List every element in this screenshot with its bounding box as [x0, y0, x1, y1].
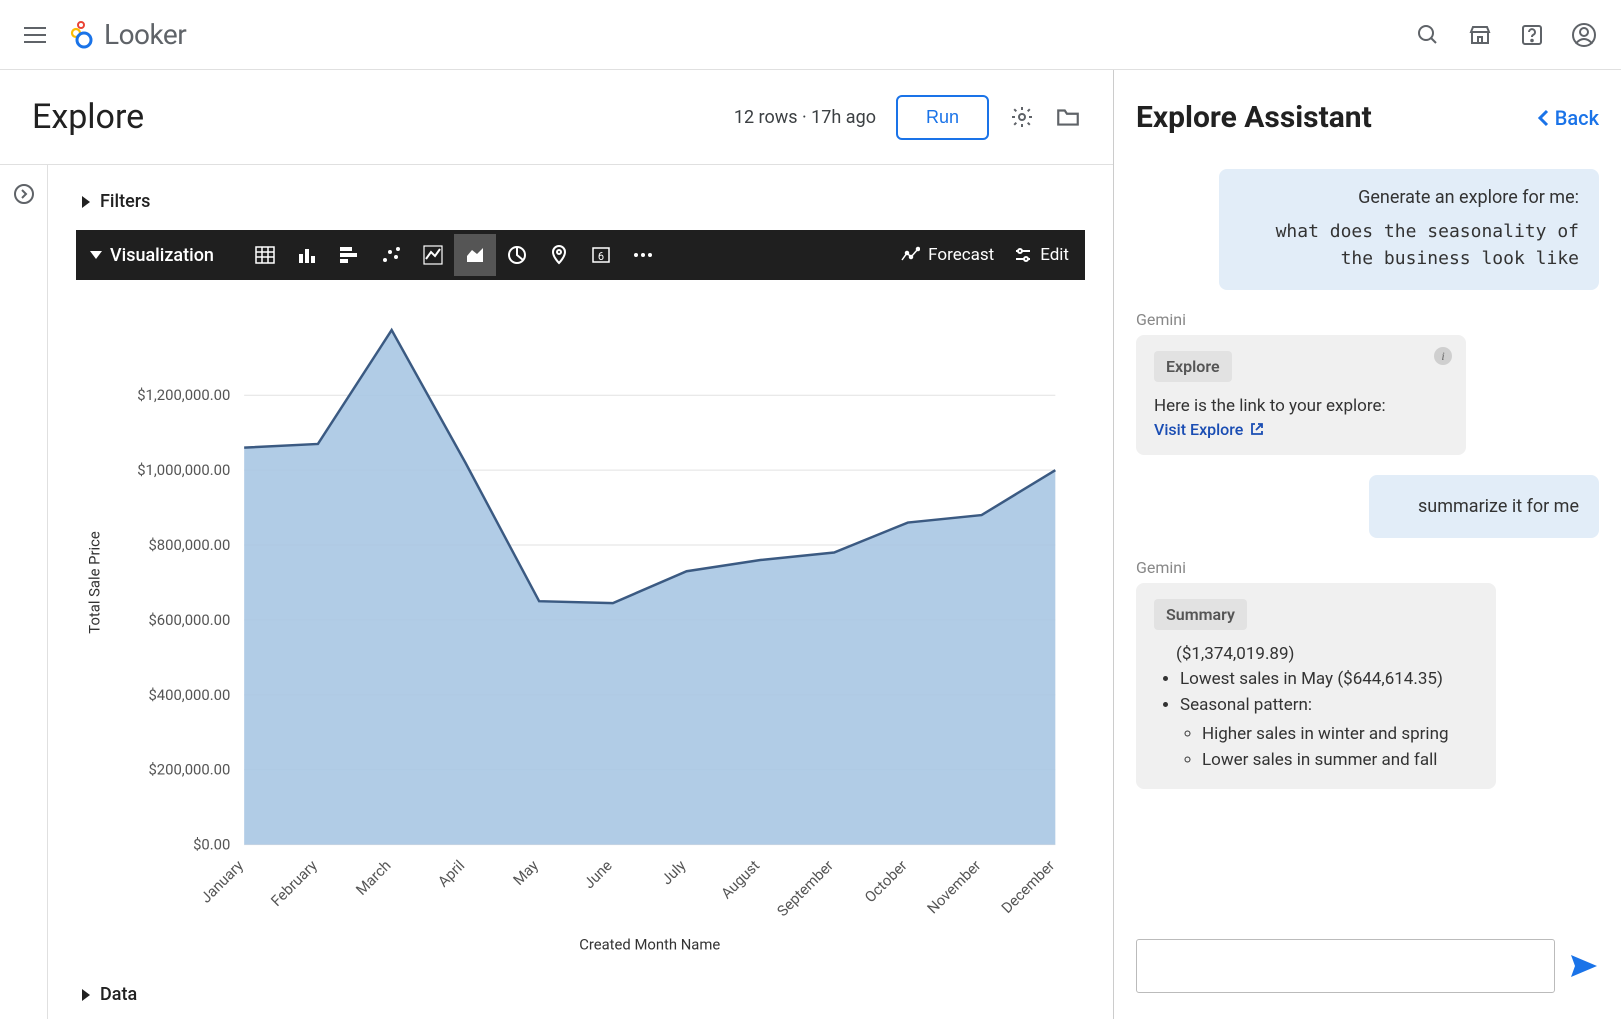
viz-line-icon[interactable] [412, 234, 454, 276]
expand-icon[interactable] [13, 183, 35, 1019]
visualization-label: Visualization [110, 245, 214, 266]
marketplace-icon[interactable] [1467, 22, 1493, 48]
send-button[interactable] [1569, 953, 1599, 979]
assistant-title: Explore Assistant [1136, 100, 1372, 135]
svg-text:6: 6 [598, 250, 604, 263]
chevron-left-icon [1537, 109, 1551, 127]
agent-name: Gemini [1136, 310, 1599, 329]
viz-scatter-icon[interactable] [370, 234, 412, 276]
viz-more-icon[interactable] [622, 234, 664, 276]
back-label: Back [1555, 106, 1599, 130]
data-panel-header[interactable]: Data [76, 974, 1085, 1019]
viz-single-value-icon[interactable]: 6 [580, 234, 622, 276]
summary-chip: Summary [1154, 599, 1247, 630]
viz-column-icon[interactable] [286, 234, 328, 276]
summary-item: Seasonal pattern: Higher sales in winter… [1180, 693, 1478, 774]
menu-icon[interactable] [24, 23, 48, 47]
forecast-button[interactable]: Forecast [900, 245, 994, 265]
explore-header: Explore 12 rows · 17h ago Run [0, 70, 1113, 165]
user-msg-body: what does the seasonality of the busines… [1239, 218, 1579, 272]
summary-subitem: Higher sales in winter and spring [1202, 722, 1478, 748]
svg-text:$1,200,000.00: $1,200,000.00 [137, 386, 230, 404]
svg-text:$600,000.00: $600,000.00 [148, 611, 230, 629]
svg-text:$0.00: $0.00 [193, 836, 230, 854]
svg-text:January: January [197, 856, 247, 906]
forecast-icon [900, 245, 920, 265]
agent-name: Gemini [1136, 558, 1599, 577]
agent-message: i Explore Here is the link to your explo… [1136, 335, 1466, 455]
run-button[interactable]: Run [896, 95, 989, 140]
explore-chip: Explore [1154, 351, 1232, 382]
gear-icon[interactable] [1009, 104, 1035, 130]
viz-area-icon[interactable] [454, 234, 496, 276]
caret-right-icon [82, 196, 90, 208]
edit-label: Edit [1040, 245, 1069, 265]
filters-label: Filters [100, 191, 150, 212]
status-text: 12 rows · 17h ago [734, 107, 876, 128]
svg-text:June: June [580, 856, 616, 892]
filters-panel-header[interactable]: Filters [76, 181, 1085, 222]
back-link[interactable]: Back [1537, 106, 1599, 130]
agent-summary-message: Summary ($1,374,019.89) Lowest sales in … [1136, 583, 1496, 790]
svg-text:August: August [717, 856, 763, 902]
svg-text:March: March [352, 856, 394, 898]
forecast-label: Forecast [928, 245, 994, 265]
brand-text: Looker [104, 18, 186, 51]
svg-text:$200,000.00: $200,000.00 [148, 761, 230, 779]
send-icon [1569, 953, 1599, 979]
area-chart: $0.00 $200,000.00 $400,000.00 $600,000.00 $8… [76, 280, 1085, 974]
svg-text:April: April [434, 856, 468, 890]
svg-text:$400,000.00: $400,000.00 [148, 686, 230, 704]
assistant-pane: Explore Assistant Back Generate an explo… [1114, 70, 1621, 1019]
visit-explore-link[interactable]: Visit Explore [1154, 420, 1265, 439]
viz-toolbar: Visualization 6 Forecast [76, 230, 1085, 280]
chat-area: Generate an explore for me: what does th… [1136, 165, 1599, 923]
explore-pane: Explore 12 rows · 17h ago Run [0, 70, 1114, 1019]
svg-text:December: December [998, 856, 1058, 916]
svg-text:November: November [924, 856, 985, 917]
chat-input-row [1136, 923, 1599, 1019]
expand-column [0, 165, 48, 1019]
sliders-icon [1014, 246, 1032, 264]
chat-input[interactable] [1136, 939, 1555, 993]
top-header: Looker [0, 0, 1621, 70]
user-msg-body: summarize it for me [1389, 493, 1579, 520]
caret-right-icon [82, 989, 90, 1001]
svg-text:Created Month Name: Created Month Name [579, 935, 720, 953]
user-message: summarize it for me [1369, 475, 1599, 538]
page-title: Explore [32, 97, 144, 137]
caret-down-icon[interactable] [90, 251, 102, 259]
user-message: Generate an explore for me: what does th… [1219, 169, 1599, 290]
svg-text:Total Sale Price: Total Sale Price [86, 531, 104, 634]
account-icon[interactable] [1571, 22, 1597, 48]
svg-text:February: February [267, 856, 321, 910]
svg-text:July: July [658, 856, 690, 888]
viz-pie-icon[interactable] [496, 234, 538, 276]
summary-subitem: Lower sales in summer and fall [1202, 748, 1478, 774]
logo[interactable]: Looker [68, 18, 186, 51]
visit-explore-label: Visit Explore [1154, 420, 1243, 439]
data-label: Data [100, 984, 137, 1005]
search-icon[interactable] [1415, 22, 1441, 48]
svg-text:October: October [861, 856, 911, 906]
svg-text:September: September [773, 856, 837, 920]
viz-map-icon[interactable] [538, 234, 580, 276]
svg-text:$1,000,000.00: $1,000,000.00 [137, 461, 230, 479]
info-icon[interactable]: i [1434, 347, 1452, 365]
svg-text:$800,000.00: $800,000.00 [148, 536, 230, 554]
folder-icon[interactable] [1055, 104, 1081, 130]
viz-table-icon[interactable] [244, 234, 286, 276]
edit-button[interactable]: Edit [1014, 245, 1069, 265]
looker-logo-icon [68, 20, 98, 50]
summary-list: ($1,374,019.89) Lowest sales in May ($64… [1154, 642, 1478, 774]
svg-text:May: May [509, 856, 541, 888]
summary-item: ($1,374,019.89) [1176, 642, 1478, 668]
viz-bar-icon[interactable] [328, 234, 370, 276]
help-icon[interactable] [1519, 22, 1545, 48]
summary-item: Lowest sales in May ($644,614.35) [1180, 667, 1478, 693]
external-link-icon [1249, 421, 1265, 437]
agent-text: Here is the link to your explore: [1154, 394, 1448, 420]
chart-area: $0.00 $200,000.00 $400,000.00 $600,000.00 $8… [76, 280, 1085, 974]
user-msg-prefix: Generate an explore for me: [1239, 187, 1579, 208]
